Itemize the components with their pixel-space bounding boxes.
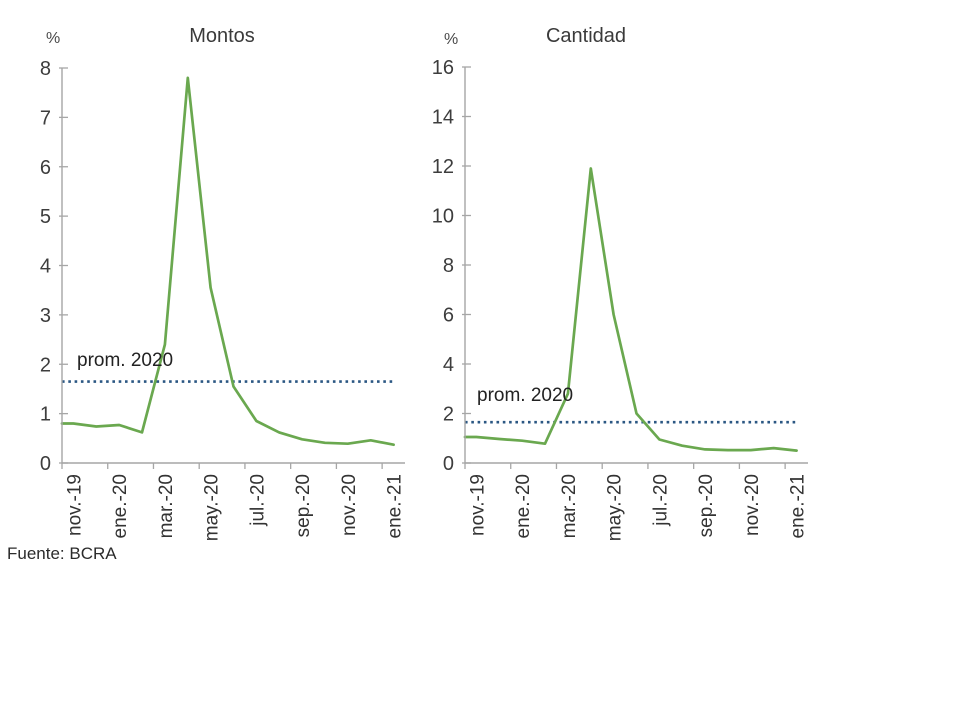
avg-annotation-right: prom. 2020 — [477, 385, 574, 406]
x-tick-label: nov.-20 — [742, 474, 763, 536]
x-tick-label: sep.-20 — [293, 474, 314, 537]
y-tick-label: 10 — [432, 206, 454, 228]
y-tick-label: 8 — [443, 255, 454, 277]
x-tick-label: jul.-20 — [650, 474, 671, 527]
y-tick-label: 2 — [443, 404, 454, 426]
x-tick-label: ene.-20 — [110, 474, 131, 538]
y-tick-label: 4 — [40, 256, 51, 278]
chart-title-montos: Montos — [189, 25, 255, 47]
y-tick-label: 3 — [40, 305, 51, 327]
y-tick-label: 12 — [432, 156, 454, 178]
x-tick-label: mar.-20 — [559, 474, 580, 538]
x-tick-label: nov.-20 — [339, 474, 360, 536]
x-tick-label: nov.-19 — [64, 474, 85, 536]
series-line-cantidad — [463, 167, 798, 452]
x-tick-label: may.-20 — [202, 474, 223, 541]
y-tick-label: 6 — [443, 305, 454, 327]
x-tick-label: may.-20 — [605, 474, 626, 541]
y-tick-label: 2 — [40, 354, 51, 376]
y-tick-label: 0 — [40, 453, 51, 475]
y-tick-label: 16 — [432, 57, 454, 79]
y-tick-label: 5 — [40, 206, 51, 228]
y-tick-label: 8 — [40, 58, 51, 80]
y-tick-label: 7 — [40, 107, 51, 129]
y-tick-label: 6 — [40, 157, 51, 179]
y-tick-label: 4 — [443, 354, 454, 376]
source-note: Fuente: BCRA — [7, 544, 117, 563]
x-tick-label: jul.-20 — [247, 474, 268, 527]
x-tick-label: ene.-21 — [385, 474, 406, 538]
x-tick-label: mar.-20 — [156, 474, 177, 538]
x-tick-label: sep.-20 — [696, 474, 717, 537]
y-tick-label: 0 — [443, 453, 454, 475]
avg-annotation-left: prom. 2020 — [77, 350, 174, 371]
y-axis-unit-left: % — [46, 30, 61, 47]
series-line-montos — [60, 76, 395, 447]
x-tick-label: ene.-21 — [788, 474, 809, 538]
x-tick-label: ene.-20 — [513, 474, 534, 538]
x-tick-label: nov.-19 — [467, 474, 488, 536]
chart-title-cantidad: Cantidad — [545, 25, 627, 47]
y-tick-label: 14 — [432, 107, 454, 129]
y-tick-label: 1 — [40, 404, 51, 426]
y-axis-unit-right: % — [444, 31, 459, 48]
